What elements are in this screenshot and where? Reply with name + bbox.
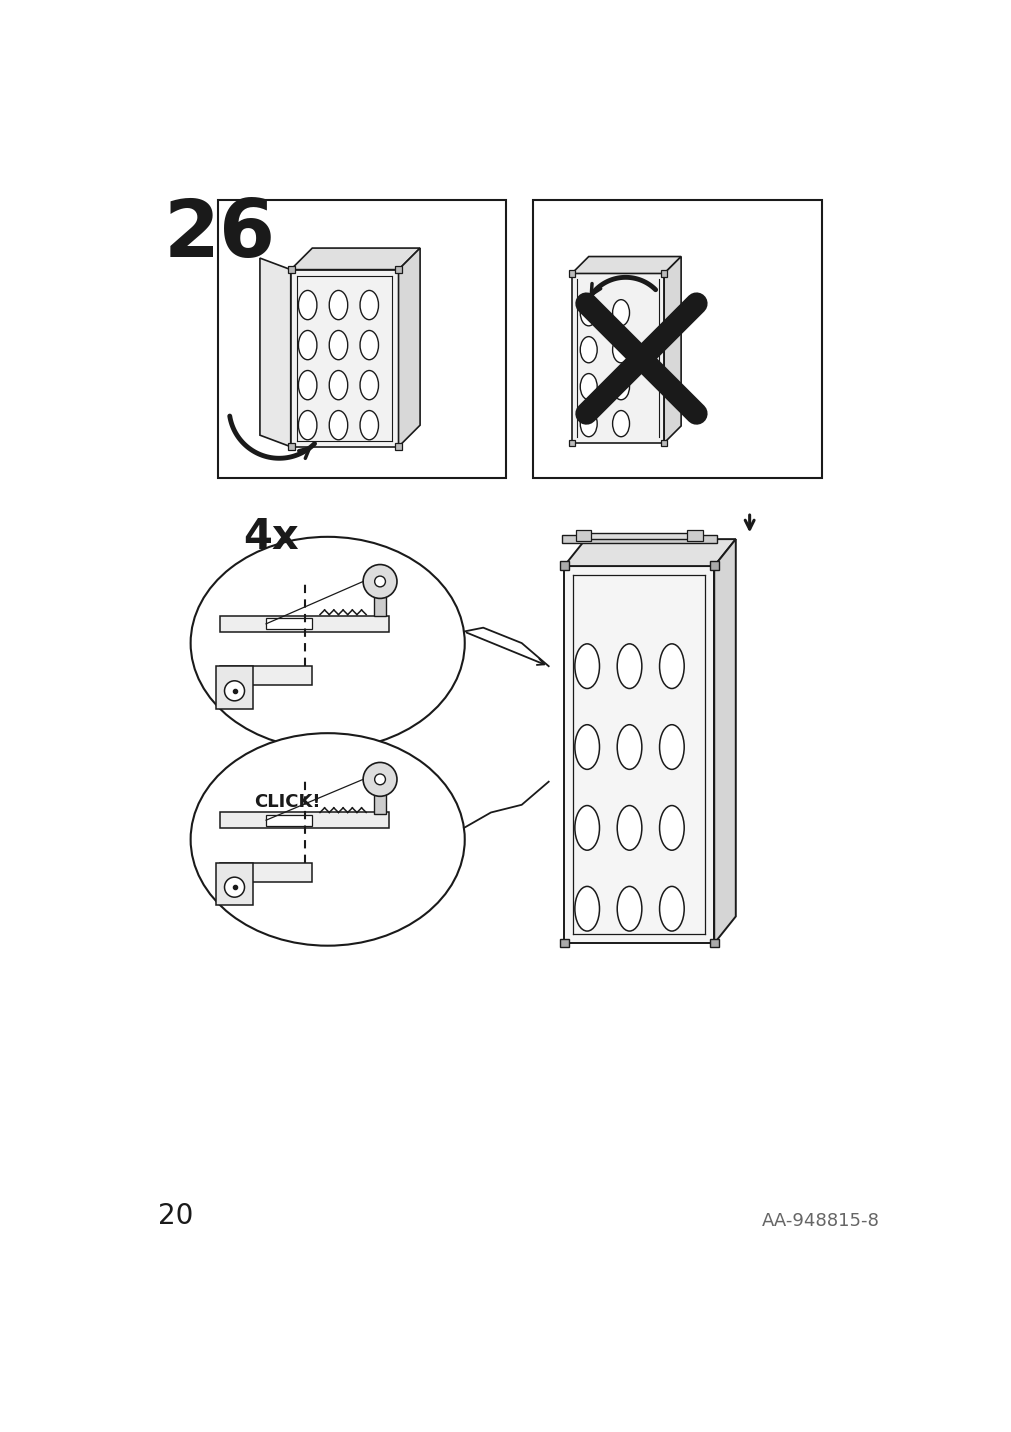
Ellipse shape: [329, 371, 348, 400]
Ellipse shape: [329, 411, 348, 440]
Bar: [710, 561, 718, 570]
Ellipse shape: [617, 644, 641, 689]
Bar: [215, 862, 253, 905]
Ellipse shape: [612, 374, 629, 400]
Ellipse shape: [579, 411, 596, 437]
Ellipse shape: [617, 725, 641, 769]
Polygon shape: [290, 248, 420, 269]
Ellipse shape: [224, 878, 245, 898]
Ellipse shape: [298, 291, 316, 319]
Bar: [266, 815, 312, 826]
Text: 26: 26: [164, 196, 276, 275]
Ellipse shape: [617, 886, 641, 931]
Bar: [266, 619, 312, 629]
Circle shape: [363, 564, 396, 599]
Bar: [560, 561, 568, 570]
Text: 20: 20: [158, 1201, 193, 1230]
Polygon shape: [571, 256, 680, 274]
Ellipse shape: [360, 371, 378, 400]
Bar: [660, 271, 666, 276]
Bar: [660, 440, 666, 445]
Ellipse shape: [360, 411, 378, 440]
Ellipse shape: [298, 411, 316, 440]
Ellipse shape: [617, 806, 641, 851]
Ellipse shape: [612, 299, 629, 326]
Bar: [219, 616, 389, 632]
Ellipse shape: [298, 371, 316, 400]
Ellipse shape: [579, 299, 596, 326]
Bar: [287, 442, 294, 450]
Bar: [373, 581, 386, 616]
Polygon shape: [663, 256, 680, 442]
Polygon shape: [563, 538, 735, 566]
Ellipse shape: [659, 644, 683, 689]
Ellipse shape: [298, 331, 316, 359]
Ellipse shape: [329, 331, 348, 359]
Bar: [217, 200, 506, 477]
Polygon shape: [563, 566, 714, 944]
Polygon shape: [575, 530, 590, 541]
Ellipse shape: [224, 680, 245, 700]
Ellipse shape: [329, 291, 348, 319]
Ellipse shape: [360, 291, 378, 319]
Ellipse shape: [574, 644, 599, 689]
Bar: [710, 939, 718, 947]
Circle shape: [374, 576, 385, 587]
Bar: [395, 266, 402, 272]
Bar: [579, 533, 699, 538]
Bar: [395, 442, 402, 450]
Polygon shape: [714, 538, 735, 944]
Ellipse shape: [612, 337, 629, 362]
Ellipse shape: [659, 886, 683, 931]
Bar: [219, 862, 312, 882]
Polygon shape: [260, 258, 290, 447]
Ellipse shape: [574, 725, 599, 769]
Ellipse shape: [659, 725, 683, 769]
Polygon shape: [290, 269, 398, 447]
Circle shape: [363, 762, 396, 796]
Bar: [287, 266, 294, 272]
Bar: [219, 812, 389, 828]
Bar: [533, 200, 821, 477]
Text: AA-948815-8: AA-948815-8: [761, 1211, 879, 1230]
Ellipse shape: [612, 411, 629, 437]
Ellipse shape: [360, 331, 378, 359]
Polygon shape: [686, 530, 702, 541]
Bar: [373, 779, 386, 813]
Ellipse shape: [574, 806, 599, 851]
Ellipse shape: [579, 374, 596, 400]
Bar: [219, 666, 312, 686]
Bar: [560, 939, 568, 947]
Bar: [568, 271, 574, 276]
Polygon shape: [398, 248, 420, 447]
Ellipse shape: [574, 886, 599, 931]
Ellipse shape: [190, 537, 464, 749]
Text: CLICK!: CLICK!: [255, 793, 320, 812]
Ellipse shape: [190, 733, 464, 945]
Polygon shape: [571, 274, 663, 442]
Bar: [568, 440, 574, 445]
Bar: [561, 536, 716, 543]
Bar: [215, 666, 253, 709]
Text: 4x: 4x: [243, 516, 298, 558]
Circle shape: [374, 773, 385, 785]
Ellipse shape: [579, 337, 596, 362]
Ellipse shape: [659, 806, 683, 851]
